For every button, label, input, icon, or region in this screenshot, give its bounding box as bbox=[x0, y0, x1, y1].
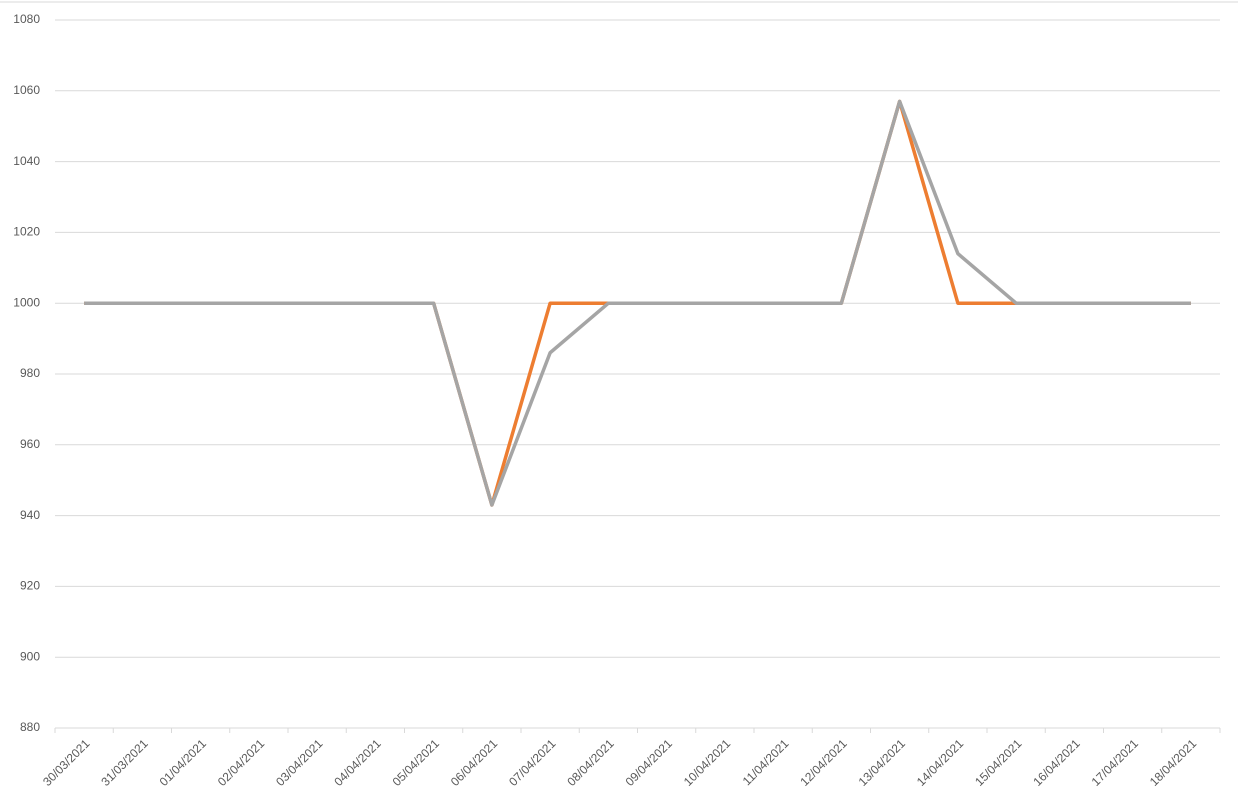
x-tick-label: 09/04/2021 bbox=[623, 736, 676, 789]
x-tick-label: 15/04/2021 bbox=[972, 736, 1025, 789]
x-tick-label: 18/04/2021 bbox=[1147, 736, 1200, 789]
x-tick-label: 17/04/2021 bbox=[1089, 736, 1142, 789]
x-tick-label: 12/04/2021 bbox=[797, 736, 850, 789]
y-tick-label: 920 bbox=[20, 579, 40, 593]
x-tick-label: 08/04/2021 bbox=[564, 736, 617, 789]
y-tick-label: 980 bbox=[20, 366, 40, 380]
x-tick-label: 11/04/2021 bbox=[740, 736, 792, 788]
x-tick-label: 04/04/2021 bbox=[331, 736, 384, 789]
y-tick-label: 940 bbox=[20, 508, 40, 522]
x-tick-label: 05/04/2021 bbox=[390, 736, 443, 789]
x-tick-label: 16/04/2021 bbox=[1030, 736, 1083, 789]
y-tick-label: 1020 bbox=[13, 225, 40, 239]
x-tick-label: 13/04/2021 bbox=[856, 736, 909, 789]
x-tick-label: 01/04/2021 bbox=[157, 736, 210, 789]
series-line bbox=[84, 99, 1191, 507]
x-tick-label: 31/03/2021 bbox=[98, 736, 151, 789]
y-tick-label: 1060 bbox=[13, 83, 40, 97]
y-tick-label: 1080 bbox=[13, 12, 40, 26]
x-tick-label: 14/04/2021 bbox=[914, 736, 967, 789]
y-tick-label: 880 bbox=[20, 720, 40, 734]
y-tick-label: 900 bbox=[20, 649, 40, 663]
x-tick-label: 10/04/2021 bbox=[681, 736, 734, 789]
x-tick-label: 30/03/2021 bbox=[40, 736, 93, 789]
x-tick-label: 03/04/2021 bbox=[273, 736, 326, 789]
x-tick-label: 07/04/2021 bbox=[506, 736, 559, 789]
y-tick-label: 1000 bbox=[13, 295, 40, 309]
y-tick-label: 960 bbox=[20, 437, 40, 451]
x-tick-label: 02/04/2021 bbox=[215, 736, 268, 789]
y-tick-label: 1040 bbox=[13, 154, 40, 168]
x-tick-label: 06/04/2021 bbox=[448, 736, 501, 789]
